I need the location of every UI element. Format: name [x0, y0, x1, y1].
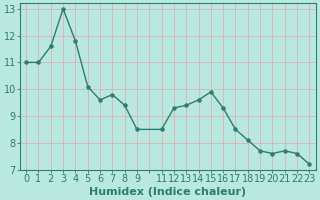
X-axis label: Humidex (Indice chaleur): Humidex (Indice chaleur): [89, 187, 246, 197]
